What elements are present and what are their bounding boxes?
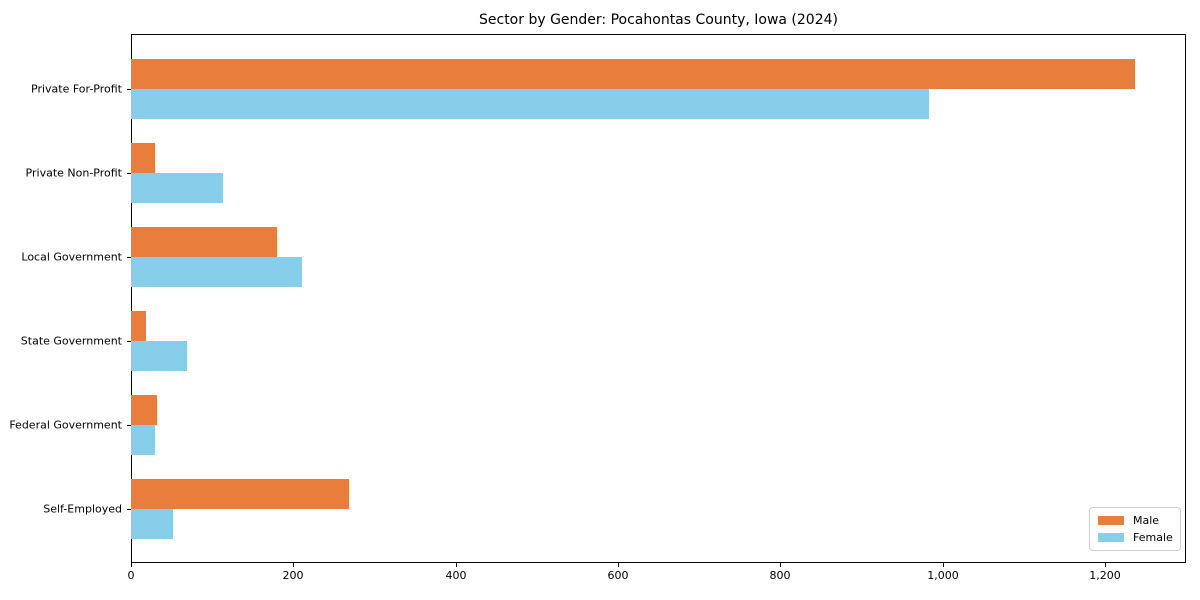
x-axis-tick-200: [293, 563, 294, 567]
bar-female-private-non-profit: [131, 173, 223, 203]
category-label-private-for-profit: Private For-Profit: [31, 82, 122, 96]
legend-item-male: Male: [1098, 514, 1172, 527]
x-tick-label-0: 0: [127, 569, 135, 582]
bar-female-private-for-profit: [131, 89, 929, 119]
x-axis-tick-400: [456, 563, 457, 567]
bar-male-state-government: [131, 311, 146, 341]
y-axis-tick-local-government: [127, 257, 131, 258]
x-tick-label-1200: 1,200: [1089, 569, 1121, 582]
bar-female-federal-government: [131, 425, 155, 455]
x-axis-tick-0: [131, 563, 132, 567]
y-axis-tick-private-non-profit: [127, 173, 131, 174]
bar-female-state-government: [131, 341, 187, 371]
category-label-local-government: Local Government: [21, 250, 122, 264]
bar-male-self-employed: [131, 479, 349, 509]
male-color-swatch: [1098, 516, 1124, 525]
y-axis-tick-federal-government: [127, 425, 131, 426]
x-axis-tick-600: [618, 563, 619, 567]
legend-item-female: Female: [1098, 531, 1173, 544]
category-label-state-government: State Government: [20, 334, 122, 348]
plot-area: [131, 34, 1186, 563]
chart-title: Sector by Gender: Pocahontas County, Iow…: [479, 12, 838, 28]
x-tick-label-400: 400: [445, 569, 467, 582]
bar-female-self-employed: [131, 509, 173, 539]
bar-male-private-non-profit: [131, 143, 155, 173]
x-tick-label-200: 200: [282, 569, 304, 582]
x-tick-label-600: 600: [607, 569, 629, 582]
legend-label-male: Male: [1133, 514, 1160, 527]
x-axis-tick-800: [780, 563, 781, 567]
x-axis-tick-1000: [943, 563, 944, 567]
bar-male-private-for-profit: [131, 59, 1135, 89]
bar-male-local-government: [131, 227, 277, 257]
x-axis-tick-1200: [1105, 563, 1106, 567]
category-label-federal-government: Federal Government: [9, 418, 122, 432]
y-axis-tick-self-employed: [127, 509, 131, 510]
category-label-self-employed: Self-Employed: [43, 502, 122, 516]
x-tick-label-1000: 1,000: [927, 569, 959, 582]
category-label-private-non-profit: Private Non-Profit: [25, 166, 122, 180]
legend: Male Female: [1089, 507, 1181, 551]
legend-label-female: Female: [1133, 531, 1173, 544]
y-axis-tick-private-for-profit: [127, 89, 131, 90]
bar-male-federal-government: [131, 395, 157, 425]
x-tick-label-800: 800: [769, 569, 791, 582]
bar-female-local-government: [131, 257, 302, 287]
y-axis-tick-state-government: [127, 341, 131, 342]
female-color-swatch: [1098, 533, 1124, 542]
